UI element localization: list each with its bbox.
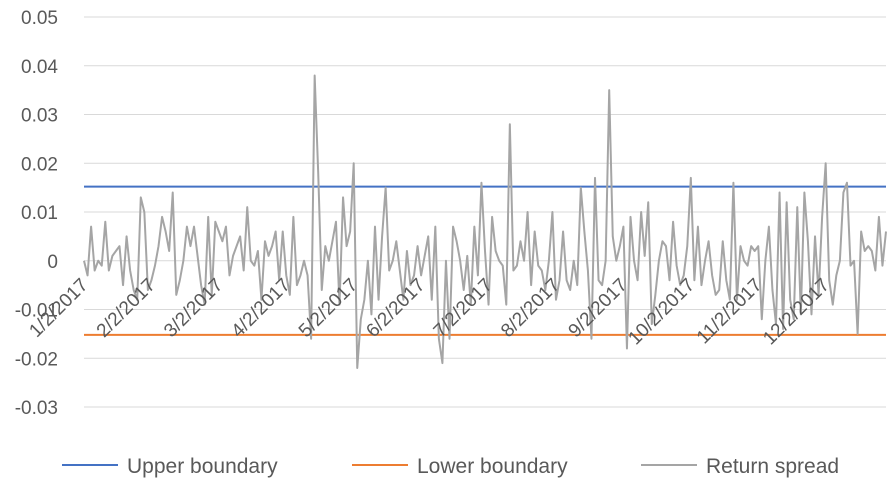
legend-label-return-spread: Return spread <box>706 455 839 478</box>
y-tick-label: 0.05 <box>21 8 58 29</box>
y-tick-label: 0 <box>47 252 58 273</box>
x-tick-label: 10/2/2017 <box>625 275 700 350</box>
y-tick-label: -0.01 <box>15 301 58 322</box>
y-tick-label: 0.03 <box>21 106 58 127</box>
x-tick-label: 9/2/2017 <box>565 275 632 342</box>
gridlines <box>84 16 886 408</box>
x-tick-label: 3/2/2017 <box>160 275 227 342</box>
y-tick-label: -0.02 <box>15 349 58 370</box>
y-tick-label: 0.02 <box>21 154 58 175</box>
x-tick-label: 12/2/2017 <box>759 275 834 350</box>
legend-label-lower-boundary: Lower boundary <box>417 455 568 478</box>
x-tick-label: 5/2/2017 <box>295 275 362 342</box>
y-tick-label: 0.04 <box>21 57 58 78</box>
plot-area <box>83 74 887 369</box>
x-axis-tick-labels: 1/2/2017 2/2/2017 3/2/2017 4/2/2017 5/2/2017… <box>25 275 834 350</box>
y-tick-label: -0.03 <box>15 398 58 419</box>
return-spread-line <box>83 74 887 369</box>
legend: Upper boundary Lower boundary Return spr… <box>62 455 839 478</box>
y-tick-label: 0.01 <box>21 203 58 224</box>
x-tick-label: 2/2/2017 <box>93 275 160 342</box>
legend-label-upper-boundary: Upper boundary <box>127 455 278 478</box>
y-axis-tick-labels: 0.05 0.04 0.03 0.02 0.01 0 -0.01 -0.02 -0.03 <box>15 8 59 419</box>
